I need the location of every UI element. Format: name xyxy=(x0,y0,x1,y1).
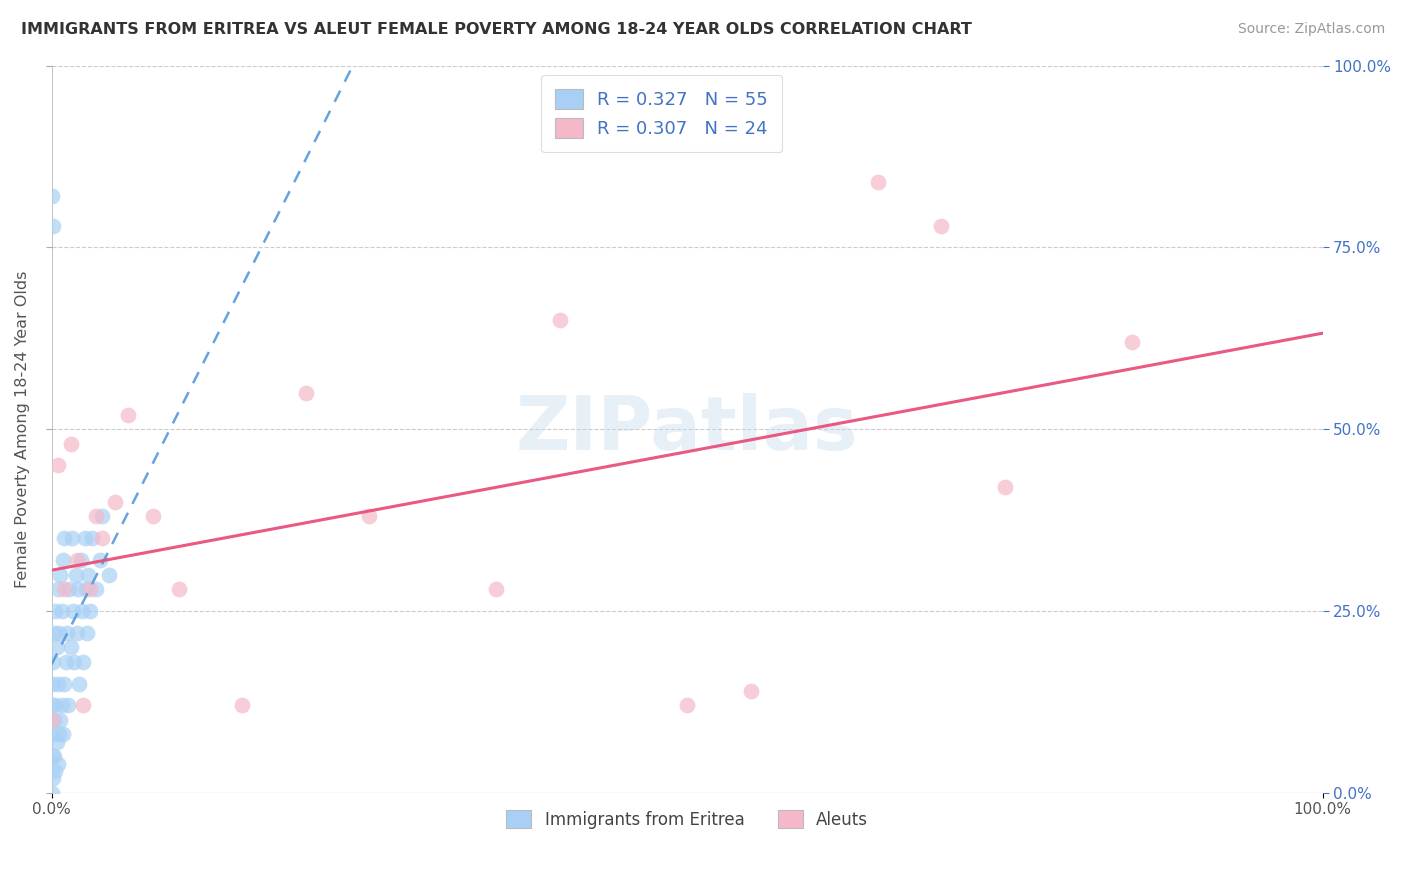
Point xyxy=(42,219,65,233)
Point xyxy=(72,698,94,713)
Point xyxy=(41,676,63,690)
Point xyxy=(42,771,65,785)
Text: ZIPatlas: ZIPatlas xyxy=(516,392,859,466)
Text: Source: ZipAtlas.com: Source: ZipAtlas.com xyxy=(1237,22,1385,37)
Point xyxy=(929,219,952,233)
Point xyxy=(46,756,69,771)
Point xyxy=(41,713,63,727)
Point xyxy=(79,582,101,596)
Point xyxy=(66,625,89,640)
Point xyxy=(41,189,63,203)
Legend: Immigrants from Eritrea, Aleuts: Immigrants from Eritrea, Aleuts xyxy=(499,803,875,835)
Point xyxy=(69,553,91,567)
Point xyxy=(41,727,63,741)
Point xyxy=(66,553,89,567)
Text: IMMIGRANTS FROM ERITREA VS ALEUT FEMALE POVERTY AMONG 18-24 YEAR OLDS CORRELATIO: IMMIGRANTS FROM ERITREA VS ALEUT FEMALE … xyxy=(21,22,972,37)
Point xyxy=(53,676,76,690)
Point xyxy=(42,625,65,640)
Point xyxy=(65,567,87,582)
Point xyxy=(231,698,253,713)
Y-axis label: Female Poverty Among 18-24 Year Olds: Female Poverty Among 18-24 Year Olds xyxy=(15,270,30,588)
Point xyxy=(76,625,98,640)
Point xyxy=(44,698,66,713)
Point xyxy=(167,582,190,596)
Point xyxy=(89,553,111,567)
Point xyxy=(67,582,90,596)
Point xyxy=(49,713,72,727)
Point xyxy=(294,385,316,400)
Point xyxy=(740,684,762,698)
Point xyxy=(84,582,107,596)
Point xyxy=(91,509,114,524)
Point xyxy=(42,713,65,727)
Point xyxy=(676,698,699,713)
Point xyxy=(77,567,100,582)
Point xyxy=(60,531,83,545)
Point xyxy=(42,749,65,764)
Point xyxy=(55,625,77,640)
Point xyxy=(866,175,889,189)
Point xyxy=(56,698,79,713)
Point xyxy=(46,676,69,690)
Point xyxy=(44,764,66,778)
Point xyxy=(58,582,80,596)
Point xyxy=(142,509,165,524)
Point xyxy=(79,604,101,618)
Point xyxy=(63,655,86,669)
Point xyxy=(53,531,76,545)
Point xyxy=(51,604,73,618)
Point xyxy=(62,604,84,618)
Point xyxy=(49,567,72,582)
Point xyxy=(41,698,63,713)
Point xyxy=(485,582,508,596)
Point xyxy=(82,531,104,545)
Point xyxy=(52,727,75,741)
Point xyxy=(84,509,107,524)
Point xyxy=(44,604,66,618)
Point xyxy=(104,495,127,509)
Point xyxy=(359,509,381,524)
Point xyxy=(70,604,93,618)
Point xyxy=(41,749,63,764)
Point xyxy=(55,655,77,669)
Point xyxy=(91,531,114,545)
Point xyxy=(48,625,70,640)
Point xyxy=(994,480,1017,494)
Point xyxy=(45,640,67,655)
Point xyxy=(97,567,120,582)
Point xyxy=(42,655,65,669)
Point xyxy=(1121,334,1143,349)
Point xyxy=(46,458,69,473)
Point xyxy=(117,408,139,422)
Point xyxy=(45,735,67,749)
Point xyxy=(59,640,82,655)
Point xyxy=(51,698,73,713)
Point xyxy=(548,313,571,327)
Point xyxy=(69,676,91,690)
Point xyxy=(48,727,70,741)
Point xyxy=(75,582,97,596)
Point xyxy=(73,531,96,545)
Point xyxy=(72,655,94,669)
Point xyxy=(59,436,82,450)
Point xyxy=(41,786,63,800)
Point xyxy=(53,582,76,596)
Point xyxy=(52,553,75,567)
Point xyxy=(46,582,69,596)
